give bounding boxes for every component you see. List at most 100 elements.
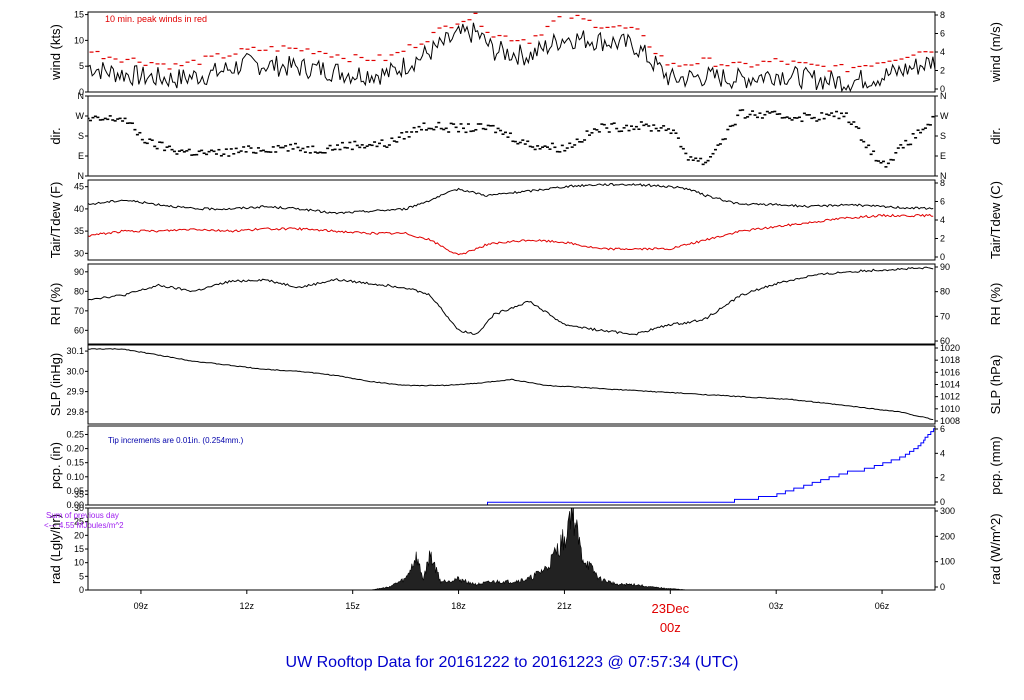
y-axis-label-right-dir: dir. — [988, 127, 1003, 144]
tick-label-rad: 25 — [74, 517, 84, 527]
tick-label-dir: N — [78, 171, 85, 181]
y-axis-label-right-slp: SLP (hPa) — [988, 355, 1003, 415]
tick-label-slp: 1020 — [940, 343, 960, 353]
tick-label-dir: W — [76, 111, 85, 121]
rh-line — [88, 266, 934, 336]
tick-label-wind: 0 — [79, 87, 84, 97]
y-axis-label-right-temp: Tair/Tdew (C) — [988, 181, 1003, 259]
radiation-sum-value: <--- 4.55 MJoules/m^2 — [44, 521, 124, 530]
plot-area-rad — [370, 508, 689, 590]
panel-rad: rad (Lgly/hr) rad (W/m^2) 0 5 10 15 20 25 30 35 0 1… — [44, 489, 1003, 595]
precip-line — [88, 426, 935, 505]
tick-label-wind: 6 — [940, 29, 945, 39]
plot-area-temp — [88, 182, 934, 256]
y-axis-label-wind: wind (kts) — [48, 24, 63, 81]
tick-label-wind: 8 — [940, 10, 945, 20]
tick-label-slp: 1010 — [940, 404, 960, 414]
tick-label-dir: W — [940, 111, 949, 121]
tick-label-dir: S — [78, 131, 84, 141]
tick-label-pcp: 2 — [940, 473, 945, 483]
plot-area-pcp — [88, 426, 935, 505]
tick-label-pcp: 0.00 — [66, 500, 84, 510]
tick-label-rh: 80 — [940, 287, 950, 297]
tick-label-slp: 1018 — [940, 355, 960, 365]
x-date-label: 23Dec — [652, 601, 690, 616]
tick-label-pcp: 0.10 — [66, 472, 84, 482]
plot-area-wind — [88, 12, 935, 92]
panel-frame-slp — [87, 344, 936, 425]
tick-label-rad: 30 — [74, 503, 84, 513]
tick-label-slp: 1012 — [940, 392, 960, 402]
panel-frame-pcp — [87, 425, 936, 506]
air-temp-line — [88, 182, 934, 215]
peak-wind-note: 10 min. peak winds in red — [105, 14, 207, 24]
tick-label-wind: 2 — [940, 66, 945, 76]
tick-label-wind: 5 — [79, 61, 84, 71]
x-tick-label: 18z — [451, 601, 466, 611]
tick-label-dir: N — [940, 171, 947, 181]
tick-label-rad: 300 — [940, 506, 955, 516]
panel-frame-wind — [87, 11, 936, 93]
tick-label-rh: 60 — [940, 336, 950, 346]
tick-label-rh: 90 — [940, 262, 950, 272]
tick-label-dir: N — [940, 91, 947, 101]
y-axis-label-rad: rad (Lgly/hr) — [48, 514, 63, 584]
tick-label-wind: 10 — [74, 35, 84, 45]
tick-label-temp: 8 — [940, 178, 945, 188]
tick-label-rh: 70 — [940, 311, 950, 321]
tick-label-slp: 29.9 — [66, 387, 84, 397]
tick-label-temp: 2 — [940, 234, 945, 244]
tick-label-rad: 5 — [79, 571, 84, 581]
tick-label-rad: 0 — [940, 582, 945, 592]
panel-frame-dir — [87, 95, 936, 177]
x-tick-label: 09z — [134, 601, 149, 611]
tick-label-pcp: 0.15 — [66, 458, 84, 468]
tick-label-rh: 80 — [74, 286, 84, 296]
tick-label-temp: 45 — [74, 182, 84, 192]
panel-rh: RH (%) RH (%) 60 70 80 90 60 70 80 90 — [48, 262, 1003, 346]
tick-label-slp: 1008 — [940, 416, 960, 426]
tick-label-temp: 4 — [940, 215, 945, 225]
tick-label-rad: 35 — [74, 489, 84, 499]
tick-label-slp: 1014 — [940, 380, 960, 390]
y-axis-label-right-pcp: pcp. (mm) — [988, 436, 1003, 495]
panel-temp: Tair/Tdew (F) Tair/Tdew (C) 30 35 40 45 0 2 4 6 8 — [48, 178, 1003, 262]
tick-label-pcp: 0.20 — [66, 444, 84, 454]
tick-label-rad: 200 — [940, 531, 955, 541]
tick-label-dir: E — [78, 151, 84, 161]
tick-label-dir: S — [940, 131, 946, 141]
y-axis-label-slp: SLP (inHg) — [48, 353, 63, 416]
tick-label-dir: N — [78, 91, 85, 101]
tick-label-wind: 15 — [74, 10, 84, 20]
tick-label-temp: 30 — [74, 248, 84, 258]
panel-frame-rad — [87, 507, 936, 591]
tick-label-dir: E — [940, 151, 946, 161]
tick-label-rh: 90 — [74, 267, 84, 277]
tick-label-rad: 100 — [940, 557, 955, 567]
y-axis-label-rh: RH (%) — [48, 283, 63, 326]
tick-label-rad: 15 — [74, 544, 84, 554]
plot-area-slp — [88, 348, 934, 420]
tick-label-rad: 10 — [74, 558, 84, 568]
plot-area-rh — [88, 266, 934, 336]
tick-label-temp: 40 — [74, 204, 84, 214]
tick-label-wind: 4 — [940, 47, 945, 57]
x-tick-label: 12z — [240, 601, 255, 611]
y-axis-label-pcp: pcp. (in) — [48, 442, 63, 489]
y-axis-label-right-rad: rad (W/m^2) — [988, 513, 1003, 584]
tick-label-pcp: 6 — [940, 424, 945, 434]
x-tick-label: 21z — [557, 601, 572, 611]
tick-label-rh: 70 — [74, 306, 84, 316]
tick-label-temp: 0 — [940, 252, 945, 262]
figure-title: UW Rooftop Data for 20161222 to 20161223… — [286, 654, 739, 671]
y-axis-label-right-rh: RH (%) — [988, 283, 1003, 326]
tick-label-pcp: 4 — [940, 448, 945, 458]
panel-wind: wind (kts) wind (m/s) 0 5 10 15 0 2 4 6 8 10 min. p… — [48, 10, 1003, 97]
x-tick-label: 15z — [345, 601, 360, 611]
tick-label-slp: 30.0 — [66, 366, 84, 376]
radiation-area — [370, 508, 689, 590]
tick-label-slp: 29.8 — [66, 407, 84, 417]
tick-label-rad: 20 — [74, 530, 84, 540]
